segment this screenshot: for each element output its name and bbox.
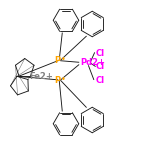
Text: Cl: Cl [95, 76, 104, 85]
Text: •: • [61, 75, 66, 84]
Text: P: P [54, 76, 60, 85]
Text: Cl: Cl [95, 50, 104, 58]
Text: Pd2+: Pd2+ [80, 58, 105, 67]
Text: P: P [54, 56, 60, 65]
Text: •: • [61, 56, 66, 64]
Text: Fe2+: Fe2+ [29, 72, 53, 81]
Text: Cl: Cl [95, 62, 104, 71]
